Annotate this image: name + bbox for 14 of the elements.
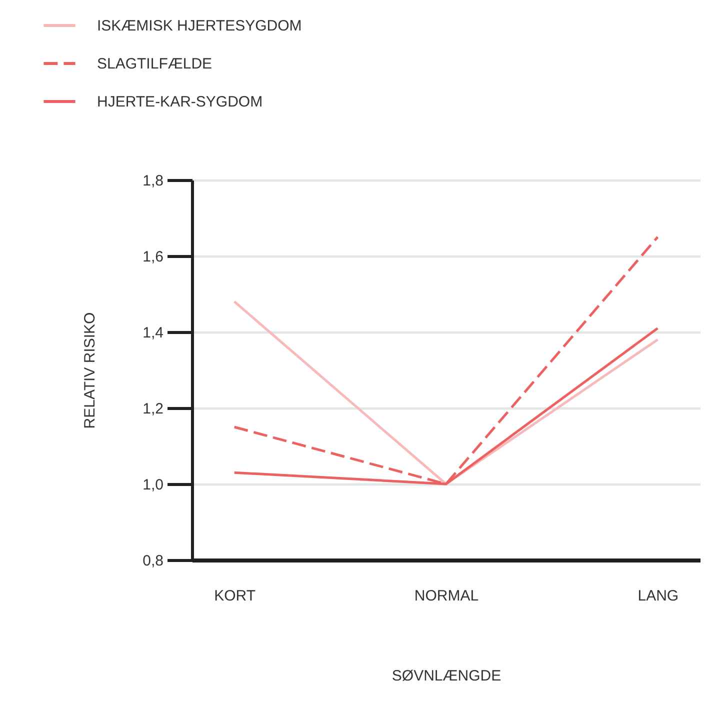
x-tick-label: LANG [638, 588, 679, 604]
x-axis-title: SØVNLÆNGDE [392, 668, 502, 684]
y-tick-label: 1,2 [142, 400, 164, 418]
y-tick-label: 0,8 [142, 552, 164, 570]
x-tick-label: KORT [214, 588, 256, 604]
legend-label: HJERTE-KAR-SYGDOM [97, 94, 263, 110]
x-tick-label: NORMAL [414, 588, 479, 604]
y-tick-label: 1,6 [142, 248, 164, 266]
y-axis-title: RELATIV RISIKO [82, 312, 99, 429]
y-tick-label: 1,4 [142, 324, 164, 342]
legend-label: ISKÆMISK HJERTESYGDOM [97, 18, 302, 34]
y-tick-label: 1,8 [142, 172, 164, 190]
legend-label: SLAGTILFÆLDE [97, 56, 212, 72]
y-tick-label: 1,0 [142, 476, 164, 494]
